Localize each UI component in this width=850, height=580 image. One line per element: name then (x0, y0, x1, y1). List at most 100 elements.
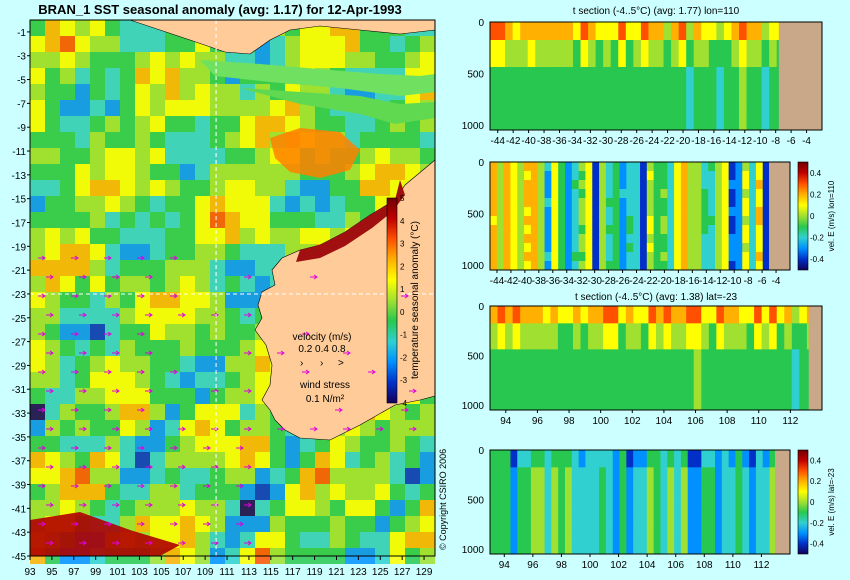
section-cell (565, 384, 574, 394)
section-cell (619, 450, 627, 460)
section-cell (667, 234, 675, 244)
section-cell (731, 349, 740, 359)
sst-cell (330, 500, 345, 516)
section-cell (558, 252, 566, 262)
section-cell (656, 22, 665, 32)
section-cell (599, 536, 607, 546)
section-cell (610, 375, 619, 385)
section-cell (551, 484, 559, 494)
section-cell (588, 323, 597, 333)
sst-cell (135, 484, 150, 500)
map-y-tick-label: -1 (17, 28, 26, 39)
section-cell (571, 536, 580, 546)
section-cell (542, 58, 551, 68)
sst-cell (120, 372, 135, 388)
sst-cell (105, 308, 120, 324)
section-cell (716, 112, 725, 122)
section-cell (633, 323, 642, 333)
section-cell (585, 545, 593, 555)
section-cell (716, 306, 725, 316)
section-cell (735, 536, 743, 546)
section-cell (610, 49, 619, 59)
section-cell (626, 519, 634, 529)
section-cell (520, 340, 529, 350)
section-cell (633, 519, 641, 529)
sst-cell (210, 484, 225, 500)
section-cell (490, 536, 498, 546)
section-cell (599, 207, 607, 217)
sst-cell (90, 340, 105, 356)
sst-map[interactable] (29, 19, 436, 564)
section-cell (588, 103, 597, 113)
section-cell (551, 502, 559, 512)
section-colorbar-v_lon (797, 161, 809, 271)
section-panel-t_lon[interactable]: t section (-4..5°C) (avg: 1.77) lon=1100… (462, 6, 823, 147)
section-cell (578, 536, 586, 546)
section-cell (588, 349, 597, 359)
section-cell (715, 261, 723, 271)
sst-cell (375, 36, 390, 52)
sst-cell (345, 468, 360, 484)
section-cell (550, 323, 559, 333)
sst-cell (60, 260, 75, 276)
section-cell (671, 366, 680, 376)
section-cell (674, 243, 682, 253)
section-cell (517, 536, 525, 546)
sst-cell (165, 84, 180, 100)
section-x-tick-label: -32 (573, 276, 588, 287)
sst-cell (30, 68, 45, 84)
sst-cell (45, 244, 60, 260)
section-cell (551, 198, 559, 208)
sst-cell (195, 228, 210, 244)
section-cell (571, 171, 580, 181)
section-cell (633, 545, 641, 555)
section-cell (708, 58, 717, 68)
sst-cell (105, 228, 120, 244)
sst-cell (75, 356, 90, 372)
sst-cell (315, 228, 330, 244)
section-cell (505, 67, 514, 77)
sst-cell (105, 500, 120, 516)
section-cell (640, 261, 648, 271)
section-cell (667, 171, 675, 181)
section-cell (605, 261, 614, 271)
section-y-tick-label: 500 (467, 209, 484, 220)
section-x-tick-label: -32 (583, 136, 598, 147)
sst-cell (120, 196, 135, 212)
sst-cell (255, 484, 270, 500)
section-cell (762, 180, 771, 190)
section-cell (592, 189, 600, 199)
sst-cell (135, 244, 150, 260)
section-cell (592, 528, 600, 538)
section-cell (678, 49, 687, 59)
section-cell (580, 40, 589, 50)
section-frame (489, 305, 823, 411)
map-y-tick-label: -39 (12, 481, 27, 492)
sst-cell (210, 180, 225, 196)
section-y-tick-label: 1000 (462, 401, 485, 412)
section-y-tick-label: 500 (467, 69, 484, 80)
sst-cell (360, 532, 375, 548)
sst-cell (345, 484, 360, 500)
sst-cell (135, 468, 150, 484)
section-cell (571, 458, 580, 468)
section-cell (674, 476, 682, 486)
velocity-arrow (71, 483, 79, 489)
section-cell (605, 216, 614, 226)
section-x-tick-label: -6 (787, 136, 796, 147)
section-cell (557, 392, 566, 402)
section-cell (663, 76, 672, 86)
sst-cell (30, 500, 45, 516)
section-panel-t_lat[interactable]: t section (-4..5°C) (avg: 1.38) lat=-230… (462, 292, 823, 427)
sst-cell (165, 308, 180, 324)
section-cell (585, 476, 593, 486)
sst-cell (180, 164, 195, 180)
section-cell (585, 180, 593, 190)
section-cell (640, 216, 648, 226)
section-cell (687, 216, 696, 226)
section-cell (731, 112, 740, 122)
section-cell (671, 314, 680, 324)
section-cell (640, 252, 648, 262)
